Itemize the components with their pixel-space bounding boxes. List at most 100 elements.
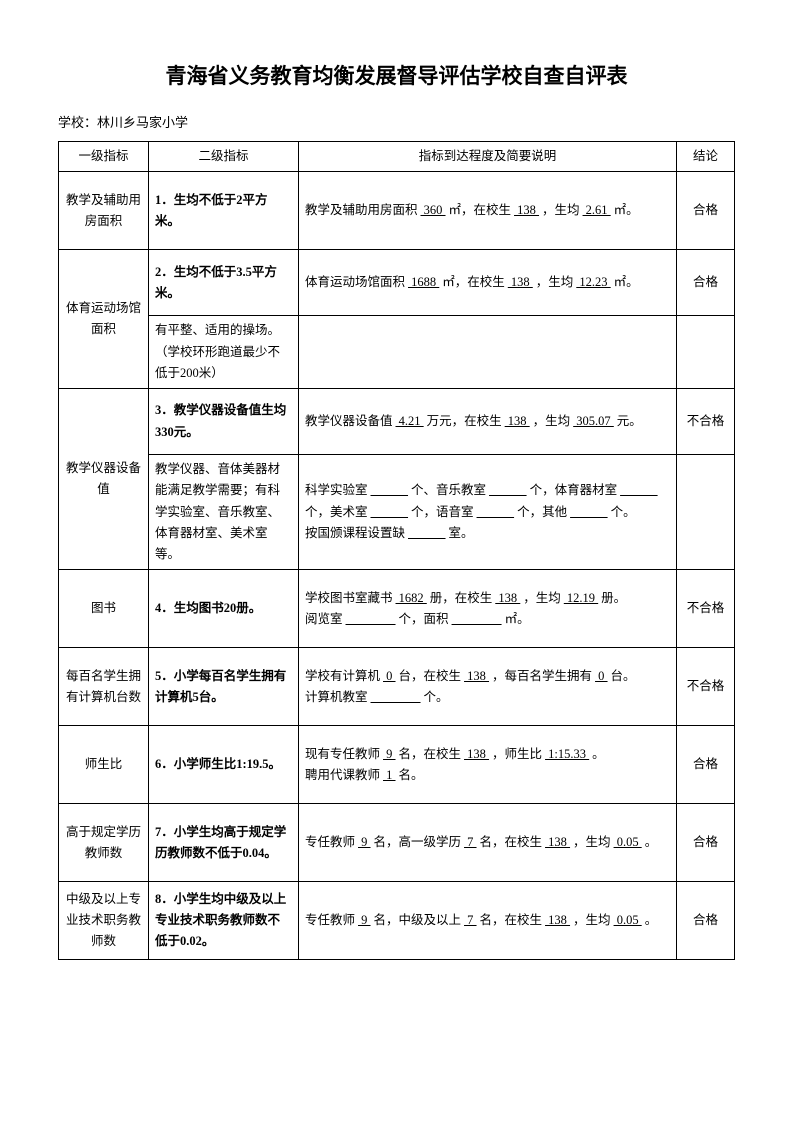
blank <box>343 612 399 626</box>
text: 专任教师 <box>305 835 355 849</box>
text: 。 <box>645 913 658 927</box>
category-cell: 师生比 <box>59 726 149 804</box>
text: ，生均 <box>542 203 580 217</box>
text: 专任教师 <box>305 913 355 927</box>
text: 万元，在校生 <box>427 414 502 428</box>
text: ，师生比 <box>492 747 542 761</box>
value: 138 <box>542 913 573 927</box>
value: 7 <box>461 835 480 849</box>
value: 9 <box>355 913 374 927</box>
value: 138 <box>461 747 492 761</box>
description-cell: 现有专任教师 9 名，在校生 138 ，师生比 1:15.33 。 聘用代课教师… <box>299 726 677 804</box>
blank <box>368 505 412 519</box>
value: 138 <box>461 669 492 683</box>
indicator-cell: 6．小学师生比1:19.5。 <box>149 726 299 804</box>
text: ㎡，在校生 <box>449 203 512 217</box>
indicator-cell: 有平整、适用的操场。（学校环形跑道最少不低于200米） <box>149 316 299 389</box>
text: 现有专任教师 <box>305 747 380 761</box>
table-row: 教学仪器、音体美器材能满足教学需要；有科学实验室、音乐教室、体育器材室、美术室等… <box>59 455 735 570</box>
description-cell: 学校图书室藏书 1682 册，在校生 138 ，生均 12.19 册。 阅览室 … <box>299 570 677 648</box>
text: 个，语音室 <box>411 505 474 519</box>
table-row: 有平整、适用的操场。（学校环形跑道最少不低于200米） <box>59 316 735 389</box>
text: 聘用代课教师 <box>305 768 380 782</box>
text: 名，在校生 <box>399 747 462 761</box>
text: ㎡，在校生 <box>442 275 505 289</box>
text: 室。 <box>449 526 474 540</box>
table-row: 每百名学生拥有计算机台数 5．小学每百名学生拥有计算机5台。 学校有计算机 0 … <box>59 648 735 726</box>
description-cell: 教学仪器设备值 4.21 万元，在校生 138 ，生均 305.07 元。 <box>299 389 677 455</box>
text: 名。 <box>399 768 424 782</box>
conclusion-cell: 合格 <box>677 726 735 804</box>
indicator-cell: 5．小学每百名学生拥有计算机5台。 <box>149 648 299 726</box>
text: 个，其他 <box>517 505 567 519</box>
conclusion-cell: 合格 <box>677 882 735 960</box>
conclusion-cell: 合格 <box>677 172 735 250</box>
value: 0 <box>380 669 399 683</box>
indicator-cell: 教学仪器、音体美器材能满足教学需要；有科学实验室、音乐教室、体育器材室、美术室等… <box>149 455 299 570</box>
value: 360 <box>418 203 449 217</box>
text: ，生均 <box>536 275 574 289</box>
conclusion-cell: 合格 <box>677 804 735 882</box>
category-cell: 图书 <box>59 570 149 648</box>
category-cell: 体育运动场馆面积 <box>59 250 149 389</box>
text: 元。 <box>617 414 642 428</box>
blank <box>617 483 661 497</box>
blank <box>486 483 530 497</box>
text: 科学实验室 <box>305 483 368 497</box>
blank <box>567 505 611 519</box>
text: 名，在校生 <box>480 913 543 927</box>
indicator-cell: 4．生均图书20册。 <box>149 570 299 648</box>
table-header-row: 一级指标 二级指标 指标到达程度及简要说明 结论 <box>59 142 735 172</box>
school-name: 林川乡马家小学 <box>97 115 188 130</box>
text: ㎡。 <box>505 612 530 626</box>
table-row: 中级及以上专业技术职务教师数 8．小学生均中级及以上专业技术职务教师数不低于0.… <box>59 882 735 960</box>
conclusion-cell: 不合格 <box>677 648 735 726</box>
indicator-cell: 7．小学生均高于规定学历教师数不低于0.04。 <box>149 804 299 882</box>
indicator-cell: 3．教学仪器设备值生均330元。 <box>149 389 299 455</box>
conclusion-cell <box>677 455 735 570</box>
description-cell: 学校有计算机 0 台，在校生 138 ，每百名学生拥有 0 台。 计算机教室 个… <box>299 648 677 726</box>
header-c4: 结论 <box>677 142 735 172</box>
text: 台，在校生 <box>399 669 462 683</box>
value: 12.23 <box>573 275 613 289</box>
text: ㎡。 <box>614 275 639 289</box>
text: ，每百名学生拥有 <box>492 669 592 683</box>
category-cell: 中级及以上专业技术职务教师数 <box>59 882 149 960</box>
text: 册。 <box>601 591 626 605</box>
indicator-cell: 8．小学生均中级及以上专业技术职务教师数不低于0.02。 <box>149 882 299 960</box>
text: 阅览室 <box>305 612 343 626</box>
text: ，生均 <box>573 835 611 849</box>
description-cell: 专任教师 9 名，中级及以上 7 名，在校生 138 ，生均 0.05 。 <box>299 882 677 960</box>
text: 个。 <box>424 690 449 704</box>
conclusion-cell <box>677 316 735 389</box>
table-row: 图书 4．生均图书20册。 学校图书室藏书 1682 册，在校生 138 ，生均… <box>59 570 735 648</box>
table-row: 教学仪器设备值 3．教学仪器设备值生均330元。 教学仪器设备值 4.21 万元… <box>59 389 735 455</box>
evaluation-table: 一级指标 二级指标 指标到达程度及简要说明 结论 教学及辅助用房面积 1．生均不… <box>58 141 735 960</box>
text: 教学及辅助用房面积 <box>305 203 418 217</box>
header-c1: 一级指标 <box>59 142 149 172</box>
text: 台。 <box>611 669 636 683</box>
category-cell: 高于规定学历教师数 <box>59 804 149 882</box>
text: 学校图书室藏书 <box>305 591 393 605</box>
text: ㎡。 <box>614 203 639 217</box>
value: 1:15.33 <box>542 747 592 761</box>
text: ，生均 <box>533 414 571 428</box>
text: ，生均 <box>523 591 561 605</box>
text: ，生均 <box>573 913 611 927</box>
text: 教学仪器设备值 <box>305 414 393 428</box>
value: 0.05 <box>611 913 645 927</box>
value: 4.21 <box>393 414 427 428</box>
header-c3: 指标到达程度及简要说明 <box>299 142 677 172</box>
text: 个。 <box>611 505 636 519</box>
description-cell <box>299 316 677 389</box>
category-cell: 教学仪器设备值 <box>59 389 149 570</box>
text: 个，面积 <box>399 612 449 626</box>
value: 0.05 <box>611 835 645 849</box>
conclusion-cell: 合格 <box>677 250 735 316</box>
text: 学校有计算机 <box>305 669 380 683</box>
category-cell: 教学及辅助用房面积 <box>59 172 149 250</box>
indicator-cell: 1．生均不低于2平方米。 <box>149 172 299 250</box>
text: 计算机教室 <box>305 690 368 704</box>
table-row: 师生比 6．小学师生比1:19.5。 现有专任教师 9 名，在校生 138 ，师… <box>59 726 735 804</box>
value: 0 <box>592 669 611 683</box>
